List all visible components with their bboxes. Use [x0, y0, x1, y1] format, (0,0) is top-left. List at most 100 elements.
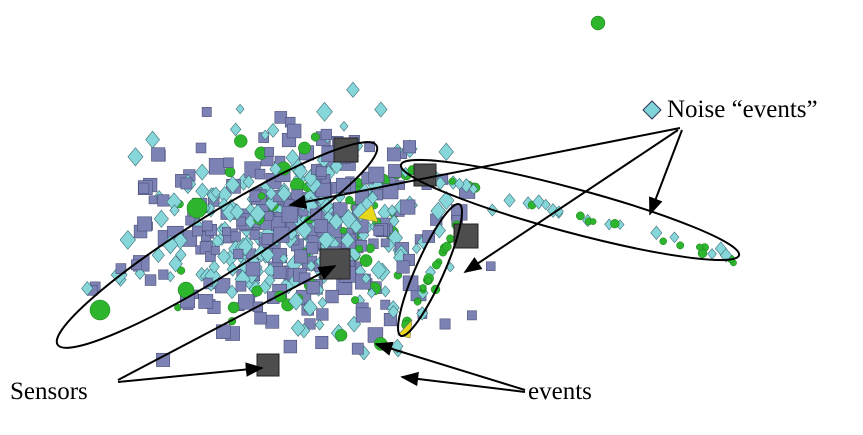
diamond: [225, 175, 241, 194]
sphere: [176, 266, 186, 275]
cube: [382, 183, 399, 200]
sphere: [419, 284, 427, 291]
diamond: [388, 214, 400, 228]
cube: [201, 107, 212, 117]
diamond: [211, 186, 221, 199]
cube: [137, 216, 153, 232]
cube: [336, 177, 351, 193]
diamond: [230, 203, 245, 221]
cube: [210, 245, 220, 255]
sphere: [345, 195, 354, 205]
cube: [315, 335, 329, 350]
diamond: [288, 291, 304, 311]
diamond: [367, 191, 379, 205]
diamond: [430, 201, 446, 221]
diamond: [454, 177, 465, 191]
diamond: [380, 285, 391, 298]
sphere: [432, 260, 441, 270]
sphere: [446, 234, 455, 243]
diamond: [279, 253, 289, 264]
sphere: [676, 241, 685, 250]
diamond: [235, 103, 245, 115]
cube: [264, 211, 274, 221]
sphere: [413, 298, 421, 306]
diamond: [468, 183, 479, 195]
cube: [320, 128, 332, 141]
point-cloud: [81, 15, 737, 367]
sphere: [310, 132, 320, 142]
diamond: [314, 319, 325, 331]
cube: [151, 147, 166, 162]
yellow-marker: [357, 204, 379, 223]
sensor-cube: [256, 353, 280, 377]
cube: [198, 294, 214, 309]
diamond: [145, 130, 160, 149]
diamond: [127, 147, 144, 167]
cube: [191, 225, 203, 237]
diamond: [264, 273, 276, 287]
sphere: [590, 15, 606, 31]
cube: [439, 318, 451, 330]
cube: [388, 164, 402, 178]
sphere: [424, 277, 432, 285]
sphere: [257, 192, 266, 200]
diamond: [242, 174, 255, 189]
diamond: [168, 255, 183, 273]
cube: [396, 260, 410, 274]
diamond: [290, 319, 306, 337]
cube: [486, 261, 496, 271]
cube: [294, 249, 308, 264]
sensors-label: Sensors: [10, 378, 88, 405]
diamond: [541, 198, 551, 211]
cube: [205, 251, 216, 263]
cube: [265, 314, 280, 329]
cube: [355, 307, 371, 323]
cube: [249, 229, 260, 240]
diamond: [266, 122, 280, 138]
arrow: [117, 265, 337, 381]
sphere: [339, 227, 347, 235]
diamond: [340, 209, 357, 230]
cube: [158, 269, 169, 280]
diamond: [411, 243, 422, 255]
arrow: [117, 362, 264, 383]
noise-ellipse-left: [55, 141, 379, 349]
diamond: [229, 122, 242, 137]
sphere: [442, 241, 452, 252]
cube: [195, 142, 207, 154]
diamond: [707, 248, 717, 260]
cube: [368, 166, 385, 183]
noise-label: Noise “events”: [667, 96, 818, 123]
cube: [208, 158, 226, 175]
diamond: [303, 169, 318, 187]
cube: [254, 312, 267, 325]
diamond: [316, 101, 333, 122]
cube: [233, 248, 244, 259]
diamond: [119, 230, 137, 250]
cube: [273, 226, 290, 243]
diamond: [366, 287, 377, 299]
diamond: [265, 186, 277, 201]
cube: [201, 220, 213, 232]
sphere: [355, 244, 364, 253]
cube: [380, 238, 390, 248]
cube: [283, 339, 298, 354]
sensor-cube: [319, 248, 351, 280]
diamond: [285, 149, 300, 167]
sphere: [251, 285, 263, 297]
cube: [235, 280, 247, 292]
cube: [386, 147, 401, 162]
diamond: [438, 190, 455, 211]
sphere: [224, 166, 236, 178]
diamond: [328, 212, 344, 231]
diamond: [208, 260, 220, 274]
cube: [254, 168, 266, 180]
diamond: [650, 225, 663, 240]
sphere: [589, 218, 597, 225]
sphere: [298, 141, 311, 155]
cube: [400, 199, 416, 215]
sphere: [89, 299, 111, 321]
cube: [185, 215, 196, 226]
diamond: [169, 204, 180, 217]
